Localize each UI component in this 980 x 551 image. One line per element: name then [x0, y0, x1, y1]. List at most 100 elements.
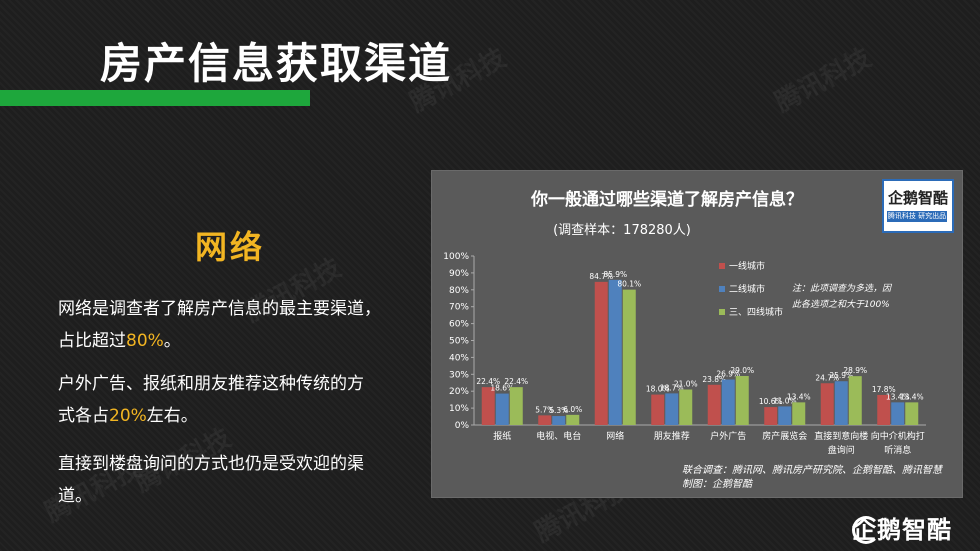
x-tick-label: 户外广告 — [710, 430, 746, 442]
data-label: 24.7% — [815, 373, 839, 382]
x-tick-label: 房产展览会 — [762, 430, 807, 442]
legend-label: 三、四线城市 — [729, 306, 783, 318]
bar — [721, 379, 735, 425]
x-tick-label: 报纸 — [493, 430, 511, 442]
note-line: 此各选项之和大于100% — [792, 300, 890, 310]
paragraph-text: 直接到楼盘询问的方式也仍是受欢迎的渠 — [58, 454, 364, 474]
data-label: 25.9% — [829, 371, 853, 380]
y-tick-label: 50% — [449, 337, 469, 347]
logo-strip: 腾讯科技 研究出品 — [887, 211, 947, 222]
bar — [594, 281, 608, 425]
chart-panel: 你一般通过哪些渠道了解房产信息？ (调查样本：178280人) 企鹅智酷 腾讯科… — [431, 170, 963, 498]
y-tick-label: 0% — [455, 421, 470, 431]
bar — [778, 406, 792, 425]
bar — [566, 414, 580, 425]
highlight-value: 80% — [126, 331, 164, 351]
bar — [735, 375, 749, 425]
legend-swatch — [719, 309, 725, 315]
x-tick-label: 盘询问 — [828, 444, 855, 456]
paragraph-network: 网络是调查者了解房产信息的最主要渠道， 占比超过80%。 — [58, 293, 418, 357]
bar — [622, 289, 636, 425]
bar — [651, 394, 665, 425]
legend-swatch — [719, 286, 725, 292]
data-label: 13.4% — [886, 392, 910, 401]
title-accent-bar — [0, 90, 310, 106]
data-label: 11.0% — [773, 396, 797, 405]
paragraph-text: 网络是调查者了解房产信息的最主要渠道， — [58, 299, 381, 319]
x-tick-label: 向中介机构打 — [871, 430, 925, 442]
x-tick-label: 网络 — [606, 430, 624, 442]
data-label: 23.8% — [702, 375, 726, 384]
paragraph-text: 。 — [163, 331, 181, 351]
bar — [552, 416, 566, 425]
paragraph-onsite: 直接到楼盘询问的方式也仍是受欢迎的渠 道。 — [58, 448, 418, 512]
y-tick-label: 10% — [449, 404, 469, 414]
bar — [481, 387, 495, 425]
data-label: 85.9% — [603, 270, 627, 279]
page-title: 房产信息获取渠道 — [100, 39, 453, 88]
chart-source: 联合调查：腾讯网、腾讯房产研究院、企鹅智酷、腾讯智慧 制图：企鹅智酷 — [682, 464, 942, 492]
bar — [834, 381, 848, 425]
data-label: 18.6% — [490, 384, 514, 393]
bar — [891, 402, 905, 425]
source-line: 联合调查：腾讯网、腾讯房产研究院、企鹅智酷、腾讯智慧 — [682, 465, 942, 476]
y-tick-label: 30% — [449, 370, 469, 380]
data-label: 17.8% — [872, 385, 896, 394]
bar — [608, 279, 622, 425]
x-tick-label: 朋友推荐 — [654, 430, 690, 442]
note-line: 注：此项调查为多选，因 — [792, 284, 892, 294]
paragraph-text: 占比超过 — [58, 331, 126, 351]
brand-name: 企鹅智酷 — [852, 516, 952, 544]
source-line: 制图：企鹅智酷 — [682, 479, 752, 490]
data-label: 80.1% — [617, 280, 641, 289]
x-tick-label: 听消息 — [884, 444, 911, 456]
data-label: 22.4% — [504, 377, 528, 386]
brand-logo-icon — [852, 516, 880, 544]
y-tick-label: 100% — [443, 252, 469, 262]
y-tick-label: 40% — [449, 353, 469, 363]
chart-note: 注：此项调查为多选，因 此各选项之和大于100% — [792, 281, 942, 313]
y-tick-label: 60% — [449, 320, 469, 330]
paragraph-traditional: 户外广告、报纸和朋友推荐这种传统的方 式各占20%左右。 — [58, 368, 418, 432]
x-tick-label: 电视、电台 — [536, 430, 581, 442]
logo-text: 企鹅智酷 — [888, 189, 949, 207]
chart-subtitle: (调查样本：178280人) — [553, 223, 691, 238]
y-tick-label: 70% — [449, 303, 469, 313]
data-label: 84.7% — [589, 272, 613, 281]
y-tick-label: 90% — [449, 269, 469, 279]
watermark: 腾讯科技 — [770, 43, 877, 119]
bar — [792, 402, 806, 425]
data-label: 13.4% — [787, 392, 811, 401]
data-label: 26.9% — [716, 370, 740, 379]
data-label: 10.6% — [759, 397, 783, 406]
legend-label: 二线城市 — [729, 283, 765, 295]
data-label: 18.7% — [660, 383, 684, 392]
bar — [509, 387, 523, 425]
bar — [538, 415, 552, 425]
highlight-value: 20% — [109, 406, 147, 426]
paragraph-text: 道。 — [58, 486, 92, 506]
paragraph-text: 户外广告、报纸和朋友推荐这种传统的方 — [58, 374, 364, 394]
data-label: 21.0% — [674, 380, 698, 389]
data-label: 5.7% — [535, 405, 554, 414]
data-label: 22.4% — [476, 377, 500, 386]
data-label: 18.0% — [646, 385, 670, 394]
logo-badge: 企鹅智酷 腾讯科技 研究出品 — [882, 179, 954, 233]
bar — [679, 389, 693, 425]
data-label: 13.4% — [900, 392, 924, 401]
data-label: 29.0% — [730, 366, 754, 375]
bar — [665, 393, 679, 425]
section-heading: 网络 — [195, 228, 266, 266]
chart-title: 你一般通过哪些渠道了解房产信息？ — [531, 190, 803, 210]
data-label: 6.0% — [563, 405, 582, 414]
y-tick-label: 20% — [449, 387, 469, 397]
bar — [495, 393, 509, 425]
bar — [905, 402, 919, 425]
bar — [707, 384, 721, 425]
bar — [764, 407, 778, 425]
legend-swatch — [719, 263, 725, 269]
bar — [877, 394, 891, 425]
data-label: 5.3% — [549, 406, 568, 415]
legend-label: 一线城市 — [729, 260, 765, 272]
paragraph-text: 左右。 — [146, 406, 198, 426]
